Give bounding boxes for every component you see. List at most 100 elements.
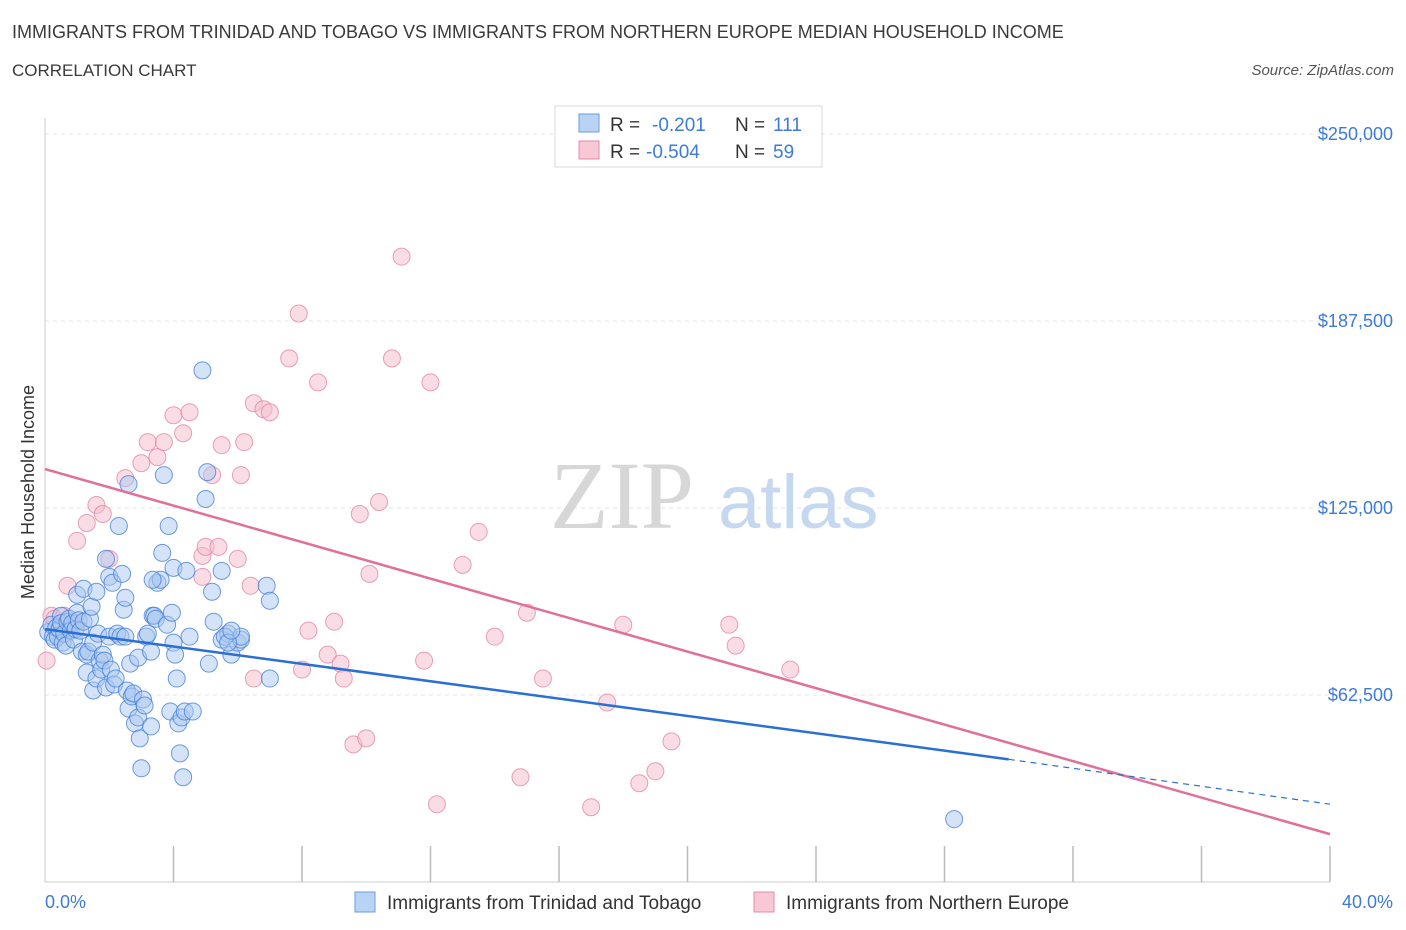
watermark: ZIP atlas [550,442,879,549]
data-point-northern-europe [93,504,112,523]
data-point-trinidad [159,516,178,535]
data-point-northern-europe [309,373,328,392]
data-point-northern-europe [421,373,440,392]
y-axis-title: Median Household Income [18,385,38,599]
data-point-northern-europe [280,349,299,368]
data-point-trinidad [196,490,215,509]
data-point-northern-europe [164,406,183,425]
legend-n-label-2: N = [735,142,765,163]
data-point-trinidad [97,549,116,568]
data-point-trinidad [106,669,125,688]
bottom-legend-label-1: Immigrants from Trinidad and Tobago [387,893,701,914]
data-point-northern-europe [180,403,199,422]
data-point-northern-europe [533,669,552,688]
data-point-northern-europe [68,531,87,550]
data-point-northern-europe [174,424,193,443]
legend-swatch-blue [578,113,600,133]
data-point-trinidad [135,696,154,715]
watermark-zip: ZIP [550,442,694,549]
legend-r-label-2: R = [610,142,640,163]
data-point-trinidad [199,654,218,673]
data-point-northern-europe [77,513,96,532]
x-tick-label-max: 40.0% [1342,892,1393,912]
data-point-northern-europe [193,567,212,586]
data-point-northern-europe [350,504,369,523]
data-point-northern-europe [148,448,167,467]
data-point-trinidad [154,466,173,485]
data-point-northern-europe [726,636,745,655]
data-point-northern-europe [598,693,617,712]
data-point-northern-europe [231,466,250,485]
data-point-trinidad [142,642,161,661]
data-point-trinidad [204,612,223,631]
data-point-trinidad [203,582,222,601]
data-point-trinidad [174,768,193,787]
data-point-trinidad [113,564,132,583]
data-point-northern-europe [325,612,344,631]
data-point-northern-europe [427,795,446,814]
data-point-northern-europe [289,304,308,323]
data-point-northern-europe [485,627,504,646]
bottom-legend-swatch-pink [753,891,775,913]
legend-n-value-2: 59 [773,142,794,163]
data-point-northern-europe [415,651,434,670]
data-point-trinidad [153,543,172,562]
data-point-trinidad [183,702,202,721]
trend-line-trinidad-extension [1008,758,1331,805]
data-point-northern-europe [228,549,247,568]
bottom-legend-swatch-blue [354,891,376,913]
data-point-northern-europe [582,798,601,817]
data-point-trinidad [109,516,128,535]
data-point-northern-europe [357,729,376,748]
y-tick-label: $125,000 [1318,498,1393,518]
data-point-northern-europe [235,433,254,452]
data-point-trinidad [142,717,161,736]
data-point-trinidad [260,669,279,688]
series-legend: Immigrants from Trinidad and Tobago Immi… [354,891,1069,914]
data-point-northern-europe [318,645,337,664]
data-point-trinidad [257,576,276,595]
data-point-trinidad [193,361,212,380]
data-point-trinidad [130,729,149,748]
stats-legend: R = -0.201 N = 111 R = -0.504 N = 59 [554,105,823,168]
data-point-trinidad [82,597,101,616]
data-point-northern-europe [392,247,411,266]
data-point-trinidad [177,561,196,580]
chart-subtitle: CORRELATION CHART [12,61,197,80]
trend-line-trinidad [44,627,1009,761]
axes [44,118,1331,883]
data-point-northern-europe [244,669,263,688]
data-point-northern-europe [720,615,739,634]
data-point-trinidad [132,759,151,778]
chart-title: IMMIGRANTS FROM TRINIDAD AND TOBAGO VS I… [12,22,1064,42]
data-point-trinidad [138,624,157,643]
data-point-trinidad [143,570,162,589]
data-point-northern-europe [138,433,157,452]
y-tick-label: $250,000 [1318,124,1393,144]
bottom-legend-label-2: Immigrants from Northern Europe [786,893,1069,914]
data-point-northern-europe [212,436,231,455]
watermark-atlas: atlas [718,460,879,545]
trend-lines [44,467,1331,836]
data-point-northern-europe [382,349,401,368]
legend-r-label-1: R = [610,115,640,136]
data-point-northern-europe [360,564,379,583]
y-tick-label: $62,500 [1328,685,1393,705]
data-point-northern-europe [334,669,353,688]
x-tick-label-min: 0.0% [45,892,86,912]
data-point-trinidad [170,744,189,763]
data-point-trinidad [260,591,279,610]
data-point-northern-europe [132,454,151,473]
data-point-northern-europe [469,522,488,541]
data-point-northern-europe [260,403,279,422]
data-point-northern-europe [511,768,530,787]
data-point-northern-europe [453,555,472,574]
legend-r-value-1: -0.201 [652,115,706,136]
data-point-northern-europe [299,621,318,640]
data-point-northern-europe [630,774,649,793]
x-tick-labels: 0.0% 40.0% [45,892,1393,912]
data-point-northern-europe [209,537,228,556]
y-tick-label: $187,500 [1318,311,1393,331]
data-point-trinidad [945,810,964,829]
